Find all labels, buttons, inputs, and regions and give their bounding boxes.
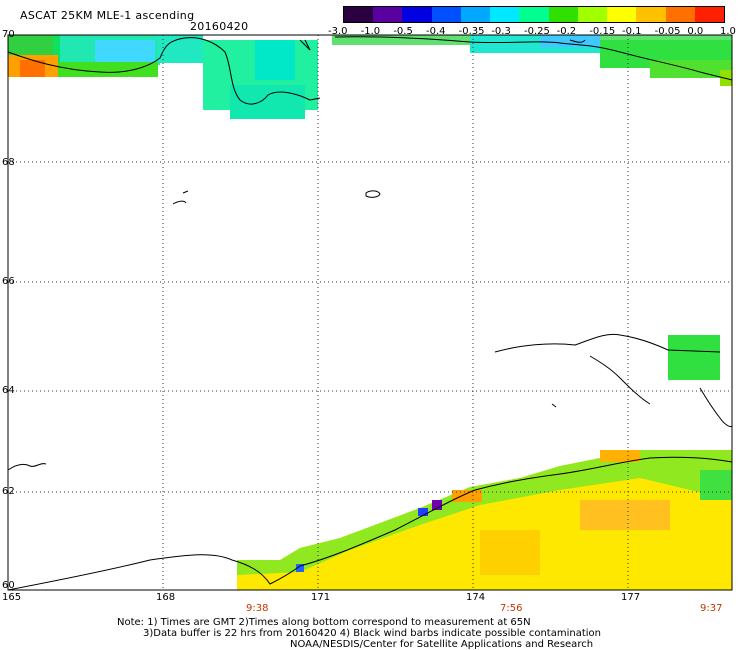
time-label-right: 9:37 [700, 603, 723, 614]
colorbar-swatch [460, 7, 491, 22]
colorbar-label: -0.25 [524, 26, 550, 37]
swath-east-box [668, 335, 720, 380]
lon-label-168: 168 [156, 592, 176, 603]
colorbar-label: -0.3 [491, 26, 511, 37]
lon-label-174: 174 [466, 592, 486, 603]
swath-south [237, 450, 732, 590]
colorbar-label: -0.35 [458, 26, 485, 37]
map-frame [7, 34, 733, 591]
lat-label-68: 68 [2, 157, 15, 168]
map-date: 20160420 [190, 20, 249, 33]
colorbar-label: -0.15 [589, 26, 616, 37]
colorbar-swatch [636, 7, 666, 22]
lat-label-66: 66 [2, 276, 15, 287]
colorbar-swatch [373, 7, 403, 22]
colorbar-labels: -3.0 -1.0 -0.5 -0.4 -0.35 -0.3 -0.25 -0.… [328, 26, 738, 38]
lat-label-70: 70 [2, 29, 15, 40]
colorbar-label: -3.0 [328, 26, 348, 37]
colorbar-swatch [607, 7, 637, 22]
colorbar-swatch [665, 7, 695, 22]
colorbar-swatch [402, 7, 432, 22]
colorbar-swatch [431, 7, 461, 22]
footer-note-1: Note: 1) Times are GMT 2)Times along bot… [117, 617, 531, 628]
colorbar-label: -0.4 [426, 26, 446, 37]
colorbar-swatch [548, 7, 578, 22]
map-title: ASCAT 25KM MLE-1 ascending [20, 9, 195, 22]
time-label-left: 9:38 [246, 603, 269, 614]
footer-note-2: 3)Data buffer is 22 hrs from 20160420 4)… [143, 628, 601, 639]
lon-label-165: 165 [2, 592, 22, 603]
colorbar-label: -0.1 [622, 26, 642, 37]
colorbar-swatch [694, 7, 725, 22]
colorbar [343, 6, 725, 23]
lat-label-64: 64 [2, 385, 15, 396]
colorbar-swatch [519, 7, 549, 22]
colorbar-label: 0.0 [687, 26, 704, 37]
colorbar-swatch [490, 7, 520, 22]
lon-label-177: 177 [621, 592, 641, 603]
colorbar-label: -0.5 [393, 26, 413, 37]
lon-label-171: 171 [311, 592, 331, 603]
colorbar-label: -0.05 [654, 26, 681, 37]
colorbar-label: -0.2 [556, 26, 577, 37]
lat-label-60: 60 [2, 580, 15, 591]
colorbar-label: -1.0 [360, 26, 381, 37]
colorbar-swatch [344, 7, 374, 22]
colorbar-label: 1.0 [720, 26, 736, 37]
footer-note-3: NOAA/NESDIS/Center for Satellite Applica… [290, 639, 594, 650]
lat-label-62: 62 [2, 486, 15, 497]
graticule [8, 35, 732, 590]
swath-northeast [332, 35, 732, 86]
coastlines [7, 36, 733, 591]
time-label-center: 7:56 [500, 603, 523, 614]
colorbar-swatch [577, 7, 608, 22]
